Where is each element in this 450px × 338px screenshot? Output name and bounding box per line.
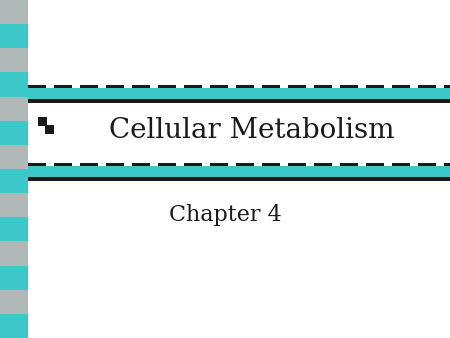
Bar	[280, 163, 288, 166]
Bar	[254, 85, 262, 88]
Bar	[0, 241, 28, 266]
Bar	[38, 117, 47, 126]
Bar	[228, 163, 236, 166]
Text: Chapter 4: Chapter 4	[169, 204, 281, 226]
Bar	[176, 85, 184, 88]
Bar	[254, 163, 262, 166]
Bar	[436, 85, 444, 88]
Bar	[0, 48, 28, 72]
Bar	[202, 85, 210, 88]
Text: Cellular Metabolism: Cellular Metabolism	[109, 117, 395, 144]
Bar	[28, 166, 450, 177]
Bar	[0, 97, 28, 121]
Bar	[358, 163, 366, 166]
Bar	[98, 85, 106, 88]
Bar	[176, 163, 184, 166]
Bar	[124, 85, 132, 88]
Bar	[0, 217, 28, 241]
Bar	[28, 163, 450, 166]
Bar	[72, 85, 80, 88]
Bar	[28, 177, 450, 181]
Bar	[202, 163, 210, 166]
Bar	[0, 290, 28, 314]
Bar	[46, 85, 54, 88]
Bar	[0, 266, 28, 290]
Bar	[98, 163, 106, 166]
Bar	[306, 163, 314, 166]
Bar	[150, 163, 158, 166]
Bar	[28, 99, 450, 103]
Bar	[384, 85, 392, 88]
Bar	[0, 121, 28, 145]
Bar	[0, 314, 28, 338]
Bar	[410, 85, 418, 88]
Bar	[384, 163, 392, 166]
Bar	[280, 85, 288, 88]
Bar	[306, 85, 314, 88]
Bar	[436, 163, 444, 166]
Bar	[358, 85, 366, 88]
Bar	[0, 72, 28, 97]
Bar	[28, 88, 450, 99]
Bar	[150, 85, 158, 88]
Bar	[124, 163, 132, 166]
Bar	[0, 145, 28, 169]
Bar	[46, 163, 54, 166]
Bar	[332, 85, 340, 88]
Bar	[332, 163, 340, 166]
Bar	[0, 169, 28, 193]
Bar	[0, 24, 28, 48]
Bar	[228, 85, 236, 88]
Bar	[0, 0, 28, 24]
Bar	[410, 163, 418, 166]
Bar	[45, 125, 54, 134]
Bar	[72, 163, 80, 166]
Bar	[28, 85, 450, 88]
Bar	[0, 193, 28, 217]
